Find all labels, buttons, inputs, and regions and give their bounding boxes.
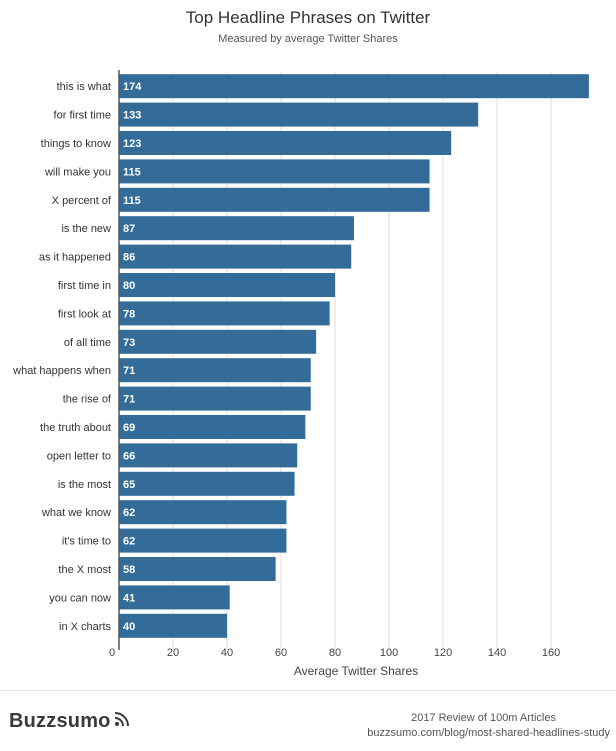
bar <box>119 471 295 496</box>
bar-value-label: 69 <box>123 422 135 434</box>
category-label: for first time <box>54 110 111 122</box>
brand-name: Buzzsumo <box>9 710 111 732</box>
x-axis-ticks: 0 20 40 60 80 100 120 140 160 <box>109 647 560 659</box>
bar <box>119 528 287 553</box>
buzzsumo-logo: Buzzsumo <box>9 710 129 733</box>
category-label: the truth about <box>40 422 111 434</box>
x-tick-label: 60 <box>275 647 287 659</box>
bar-value-label: 115 <box>123 166 141 178</box>
category-label: first look at <box>58 308 111 320</box>
x-axis-title: Average Twitter Shares <box>294 664 418 678</box>
x-tick-label: 120 <box>434 647 452 659</box>
bar-value-label: 40 <box>123 621 135 633</box>
x-tick-label: 160 <box>542 647 560 659</box>
bar <box>119 329 317 354</box>
category-label: will make you <box>44 166 111 178</box>
bar <box>119 585 230 610</box>
x-tick-label: 80 <box>329 647 341 659</box>
chart-title: Top Headline Phrases on Twitter <box>185 8 431 27</box>
bar-value-label: 41 <box>123 592 135 604</box>
bar-chart: 174 133 123 115 115 87 86 80 78 73 71 71 69 66 65 62 62 5… <box>12 70 589 678</box>
bars: 174 133 123 115 115 87 86 80 78 73 71 71 69 66 65 62 62 5… <box>119 74 589 638</box>
footer-divider <box>0 690 616 691</box>
category-label: open letter to <box>47 450 111 462</box>
bar <box>119 187 430 212</box>
bar-value-label: 62 <box>123 536 135 548</box>
bar <box>119 613 228 638</box>
bar <box>119 557 276 581</box>
bar <box>119 301 330 326</box>
bar <box>119 216 354 241</box>
bar <box>119 415 306 439</box>
bar <box>119 102 479 127</box>
category-label: in X charts <box>59 621 111 633</box>
bar-value-label: 123 <box>123 138 141 150</box>
x-tick-label: 140 <box>488 647 506 659</box>
category-label: you can now <box>49 592 111 604</box>
category-label: this is what <box>57 81 111 93</box>
bar-value-label: 66 <box>123 450 135 462</box>
signal-icon <box>114 711 129 726</box>
category-label: what we know <box>41 507 111 519</box>
category-label: what happens when <box>12 365 111 377</box>
x-tick-label: 100 <box>380 647 398 659</box>
category-labels: this is what for first time things to know… <box>12 81 112 633</box>
bar <box>119 386 311 411</box>
bar-value-label: 73 <box>123 337 135 349</box>
category-label: it's time to <box>62 536 111 548</box>
category-label: things to know <box>41 138 111 150</box>
bar-value-label: 80 <box>123 280 135 292</box>
chart-subtitle: Measured by average Twitter Shares <box>218 33 398 45</box>
category-label: X percent of <box>52 195 112 207</box>
category-label: of all time <box>64 337 111 349</box>
x-tick-label: 20 <box>167 647 179 659</box>
bar <box>119 244 352 269</box>
bar-value-label: 65 <box>123 479 135 491</box>
bar-value-label: 174 <box>123 81 142 93</box>
x-tick-label: 0 <box>109 647 115 659</box>
bar-value-label: 71 <box>123 365 135 377</box>
bar-value-label: 115 <box>123 195 141 207</box>
bar <box>119 74 589 99</box>
bar-value-label: 58 <box>123 564 135 576</box>
bar-value-label: 78 <box>123 308 135 320</box>
bar-value-label: 86 <box>123 252 135 264</box>
category-label: the rise of <box>63 394 112 406</box>
bar-value-label: 71 <box>123 394 135 406</box>
bar-value-label: 133 <box>123 110 141 122</box>
bar <box>119 273 336 297</box>
footer-review-text: 2017 Review of 100m Articles <box>411 712 556 724</box>
x-tick-label: 40 <box>221 647 233 659</box>
category-label: as it happened <box>39 252 111 264</box>
category-label: is the most <box>58 479 111 491</box>
category-label: first time in <box>58 280 111 292</box>
bar <box>119 358 311 383</box>
bar-value-label: 87 <box>123 223 135 235</box>
bar <box>119 443 298 468</box>
category-label: the X most <box>58 564 111 576</box>
bar <box>119 131 452 155</box>
bar <box>119 159 430 184</box>
category-label: is the new <box>61 223 111 235</box>
bar <box>119 500 287 525</box>
footer-url[interactable]: buzzsumo.com/blog/most-shared-headlines-… <box>367 727 610 739</box>
bar-value-label: 62 <box>123 507 135 519</box>
